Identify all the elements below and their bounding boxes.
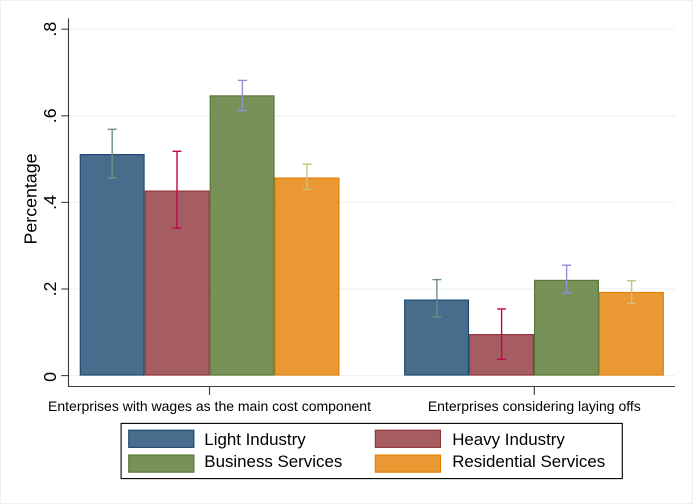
svg-text:Enterprises considering laying: Enterprises considering laying offs — [428, 398, 641, 414]
svg-text:Percentage: Percentage — [20, 153, 40, 244]
svg-text:Enterprises with wages as the: Enterprises with wages as the main cost … — [48, 398, 371, 414]
svg-text:0: 0 — [40, 372, 60, 382]
svg-text:.4: .4 — [40, 195, 60, 210]
svg-text:Business Services: Business Services — [204, 452, 342, 471]
svg-text:.2: .2 — [40, 282, 60, 297]
svg-text:.8: .8 — [40, 22, 60, 37]
svg-text:Heavy Industry: Heavy Industry — [452, 430, 565, 449]
svg-text:Residential Services: Residential Services — [452, 452, 605, 471]
svg-text:Light Industry: Light Industry — [204, 430, 306, 449]
svg-text:.6: .6 — [40, 108, 60, 123]
